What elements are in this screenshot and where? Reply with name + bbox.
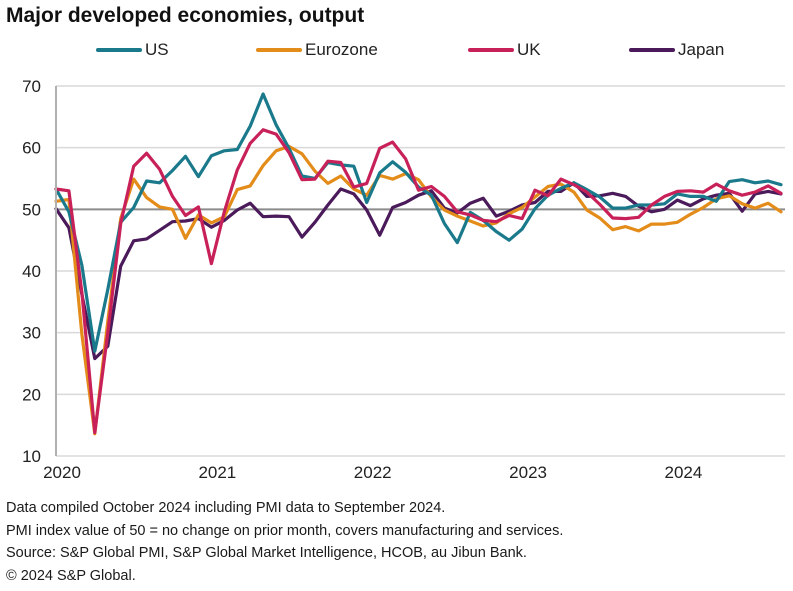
legend-item-eurozone: Eurozone: [256, 40, 378, 60]
series-lines: [54, 92, 783, 436]
footnote-data-compiled: Data compiled October 2024 including PMI…: [6, 500, 446, 516]
x-tick-label: 2020: [43, 463, 81, 482]
x-tick-label: 2024: [665, 463, 703, 482]
x-tick-label: 2022: [354, 463, 392, 482]
legend-swatch-eurozone: [256, 48, 302, 52]
x-axis-ticks: 2020 2021 2022 2023 2024: [43, 463, 702, 482]
x-tick-label: 2023: [509, 463, 547, 482]
series-line-eurozone: [54, 144, 783, 436]
footnote-pmi-definition: PMI index value of 50 = no change on pri…: [6, 522, 564, 539]
footnote-source: Source: S&P Global PMI, S&P Global Marke…: [6, 545, 527, 561]
legend-swatch-uk: [468, 48, 514, 52]
legend-swatch-us: [96, 48, 142, 52]
legend-label-japan: Japan: [678, 40, 725, 59]
legend-item-japan: Japan: [629, 40, 724, 60]
legend-label-uk: UK: [517, 40, 541, 59]
y-tick-label: 20: [22, 385, 41, 404]
legend-label-us: US: [145, 40, 169, 59]
series-line-uk: [54, 128, 783, 435]
y-tick-label: 60: [22, 139, 41, 158]
y-tick-label: 30: [22, 324, 41, 343]
y-tick-label: 40: [22, 262, 41, 281]
y-tick-label: 70: [22, 77, 41, 96]
y-tick-label: 50: [22, 200, 41, 219]
legend-item-uk: UK: [468, 40, 541, 60]
footnotes: Data compiled October 2024 including PMI…: [6, 497, 563, 587]
x-tick-label: 2021: [198, 463, 236, 482]
footnote-copyright: © 2024 S&P Global.: [6, 567, 136, 584]
y-tick-label: 10: [22, 447, 41, 466]
chart-title: Major developed economies, output: [6, 4, 365, 27]
legend: US Eurozone UK Japan: [0, 40, 793, 68]
y-axis-ticks: 10 20 30 40 50 60 70: [22, 77, 41, 466]
gridlines: [56, 85, 785, 457]
legend-swatch-japan: [629, 48, 675, 52]
legend-label-eurozone: Eurozone: [305, 40, 378, 59]
legend-item-us: US: [96, 40, 169, 60]
